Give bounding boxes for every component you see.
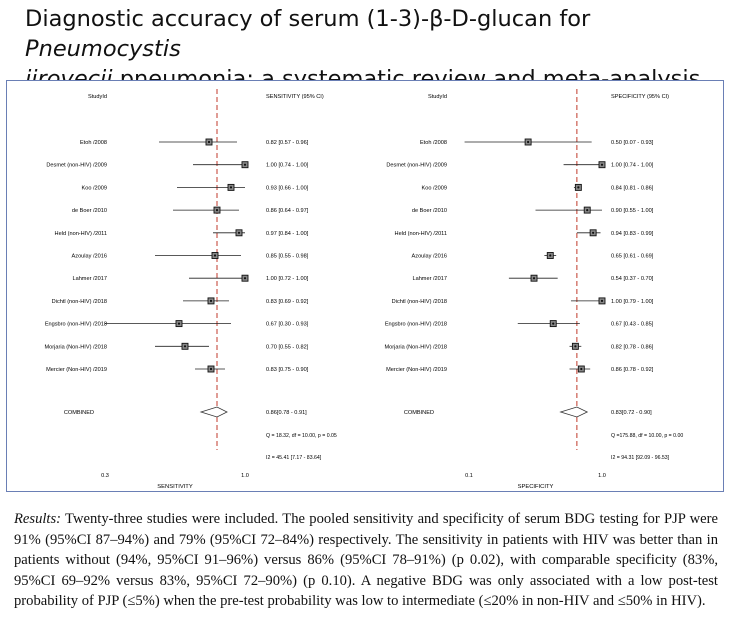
study-estimate: 0.50 [0.07 - 0.93] bbox=[611, 140, 654, 146]
combined-estimate: 0.83[0.72 - 0.90] bbox=[611, 410, 652, 416]
study-label: Mercier (Non-HIV) /2019 bbox=[46, 367, 107, 373]
study-estimate: 0.65 [0.61 - 0.69] bbox=[611, 254, 654, 260]
point-estimate-dot bbox=[580, 367, 583, 371]
point-estimate-dot bbox=[552, 322, 555, 325]
point-estimate-dot bbox=[243, 163, 247, 166]
study-estimate: 0.83 [0.69 - 0.92] bbox=[266, 299, 309, 305]
study-label: Mercier (Non-HIV) /2019 bbox=[386, 367, 447, 373]
point-estimate-dot bbox=[209, 299, 213, 302]
study-label: Azoulay /2016 bbox=[72, 254, 107, 260]
combined-label: COMBINED bbox=[404, 410, 434, 416]
point-estimate-dot bbox=[577, 186, 580, 189]
point-estimate-dot bbox=[183, 345, 187, 348]
combined-label: COMBINED bbox=[64, 410, 94, 416]
study-estimate: 1.00 [0.79 - 1.00] bbox=[611, 299, 654, 305]
study-estimate: 0.86 [0.64 - 0.97] bbox=[266, 208, 309, 214]
results-text: Twenty-three studies were included. The … bbox=[14, 511, 718, 610]
study-label: Dichtl (non-HIV) /2018 bbox=[392, 299, 447, 305]
study-label: Desmet (non-HIV) /2009 bbox=[46, 163, 107, 169]
combined-diamond bbox=[559, 406, 589, 418]
point-estimate-dot bbox=[229, 186, 233, 189]
point-estimate-dot bbox=[600, 163, 604, 166]
study-estimate: 0.93 [0.66 - 1.00] bbox=[266, 185, 309, 191]
title-line1-plain: Diagnostic accuracy of serum (1-3)-β-D-g… bbox=[25, 6, 591, 32]
estimate-header: SENSITIVITY (95% CI) bbox=[266, 94, 324, 100]
study-estimate: 0.82 [0.78 - 0.86] bbox=[611, 344, 654, 350]
point-estimate-dot bbox=[549, 254, 552, 257]
forest-plots: StudyId SENSITIVITY (95% CI) Etoh /2008 0.8… bbox=[45, 89, 683, 490]
point-estimate-dot bbox=[532, 277, 536, 280]
study-label: Dichtl (non-HIV) /2018 bbox=[52, 299, 107, 305]
study-header: StudyId bbox=[428, 94, 447, 100]
x-tick-label: 1.0 bbox=[241, 473, 249, 479]
estimate-header: SPECIFICITY (95% CI) bbox=[611, 94, 669, 100]
point-estimate-dot bbox=[592, 231, 595, 234]
results-lead: Results: bbox=[14, 511, 62, 527]
study-estimate: 0.83 [0.75 - 0.90] bbox=[266, 367, 309, 373]
study-estimate: 0.67 [0.30 - 0.93] bbox=[266, 322, 309, 328]
study-estimate: 0.90 [0.55 - 1.00] bbox=[611, 208, 654, 214]
point-estimate-dot bbox=[586, 209, 589, 212]
study-label: Morjaria (Non-HIV) /2018 bbox=[45, 344, 108, 350]
point-estimate-dot bbox=[527, 140, 530, 144]
study-label: Engsbro (non-HIV) /2018 bbox=[45, 322, 107, 328]
study-estimate: 0.70 [0.55 - 0.82] bbox=[266, 344, 309, 350]
study-label: Lahmer /2017 bbox=[412, 276, 447, 282]
study-estimate: 1.00 [0.74 - 1.00] bbox=[611, 163, 654, 169]
study-label: Etoh /2008 bbox=[420, 140, 447, 146]
study-estimate: 0.84 [0.81 - 0.86] bbox=[611, 185, 654, 191]
heterogeneity-i2: I2 = 45.41 [7.17 - 83.64] bbox=[266, 455, 322, 461]
heterogeneity-q: Q =175.88, df = 10.00, p = 0.00 bbox=[611, 433, 683, 439]
study-label: Held (non-HIV) /2011 bbox=[55, 231, 107, 237]
point-estimate-dot bbox=[213, 254, 217, 257]
study-estimate: 0.67 [0.43 - 0.85] bbox=[611, 322, 654, 328]
study-estimate: 0.54 [0.37 - 0.70] bbox=[611, 276, 654, 282]
study-estimate: 0.86 [0.78 - 0.92] bbox=[611, 367, 654, 373]
study-estimate: 0.94 [0.83 - 0.99] bbox=[611, 231, 654, 237]
study-estimate: 0.82 [0.57 - 0.96] bbox=[266, 140, 309, 146]
study-estimate: 0.97 [0.84 - 1.00] bbox=[266, 231, 309, 237]
combined-diamond bbox=[199, 406, 228, 418]
point-estimate-dot bbox=[209, 367, 213, 371]
study-label: Held (non-HIV) /2011 bbox=[395, 231, 447, 237]
study-label: Engsbro (non-HIV) /2018 bbox=[385, 322, 447, 328]
point-estimate-dot bbox=[243, 277, 247, 280]
x-axis-label: SENSITIVITY bbox=[157, 484, 193, 490]
study-label: Desmet (non-HIV) /2009 bbox=[386, 163, 447, 169]
study-label: de Boer /2010 bbox=[412, 208, 447, 214]
study-estimate: 1.00 [0.72 - 1.00] bbox=[266, 276, 309, 282]
point-estimate-dot bbox=[177, 322, 181, 325]
point-estimate-dot bbox=[574, 345, 577, 348]
study-label: Koo /2009 bbox=[81, 185, 107, 191]
forest-plot-figure: StudyId SENSITIVITY (95% CI) Etoh /2008 0.8… bbox=[6, 80, 724, 492]
study-label: Koo /2009 bbox=[421, 185, 447, 191]
study-header: StudyId bbox=[88, 94, 107, 100]
point-estimate-dot bbox=[600, 299, 604, 302]
study-label: Morjaria (Non-HIV) /2018 bbox=[385, 344, 448, 350]
study-label: Etoh /2008 bbox=[80, 140, 107, 146]
point-estimate-dot bbox=[207, 140, 211, 144]
study-label: de Boer /2010 bbox=[72, 208, 107, 214]
study-label: Azoulay /2016 bbox=[412, 254, 447, 260]
x-tick-label: 0.1 bbox=[465, 473, 473, 479]
results-paragraph: Results: Twenty-three studies were inclu… bbox=[14, 509, 718, 612]
combined-estimate: 0.86[0.78 - 0.91] bbox=[266, 410, 307, 416]
study-estimate: 0.85 [0.55 - 0.98] bbox=[266, 254, 309, 260]
point-estimate-dot bbox=[237, 231, 241, 234]
point-estimate-dot bbox=[215, 209, 219, 212]
study-estimate: 1.00 [0.74 - 1.00] bbox=[266, 163, 309, 169]
heterogeneity-i2: I2 = 94.31 [92.09 - 96.53] bbox=[611, 455, 670, 461]
title-line1-italic: Pneumocystis bbox=[25, 36, 181, 62]
x-tick-label: 0.3 bbox=[101, 473, 109, 479]
study-label: Lahmer /2017 bbox=[72, 276, 107, 282]
x-tick-label: 1.0 bbox=[598, 473, 606, 479]
heterogeneity-q: Q = 18.32, df = 10.00, p = 0.05 bbox=[266, 433, 337, 439]
x-axis-label: SPECIFICITY bbox=[518, 484, 554, 490]
